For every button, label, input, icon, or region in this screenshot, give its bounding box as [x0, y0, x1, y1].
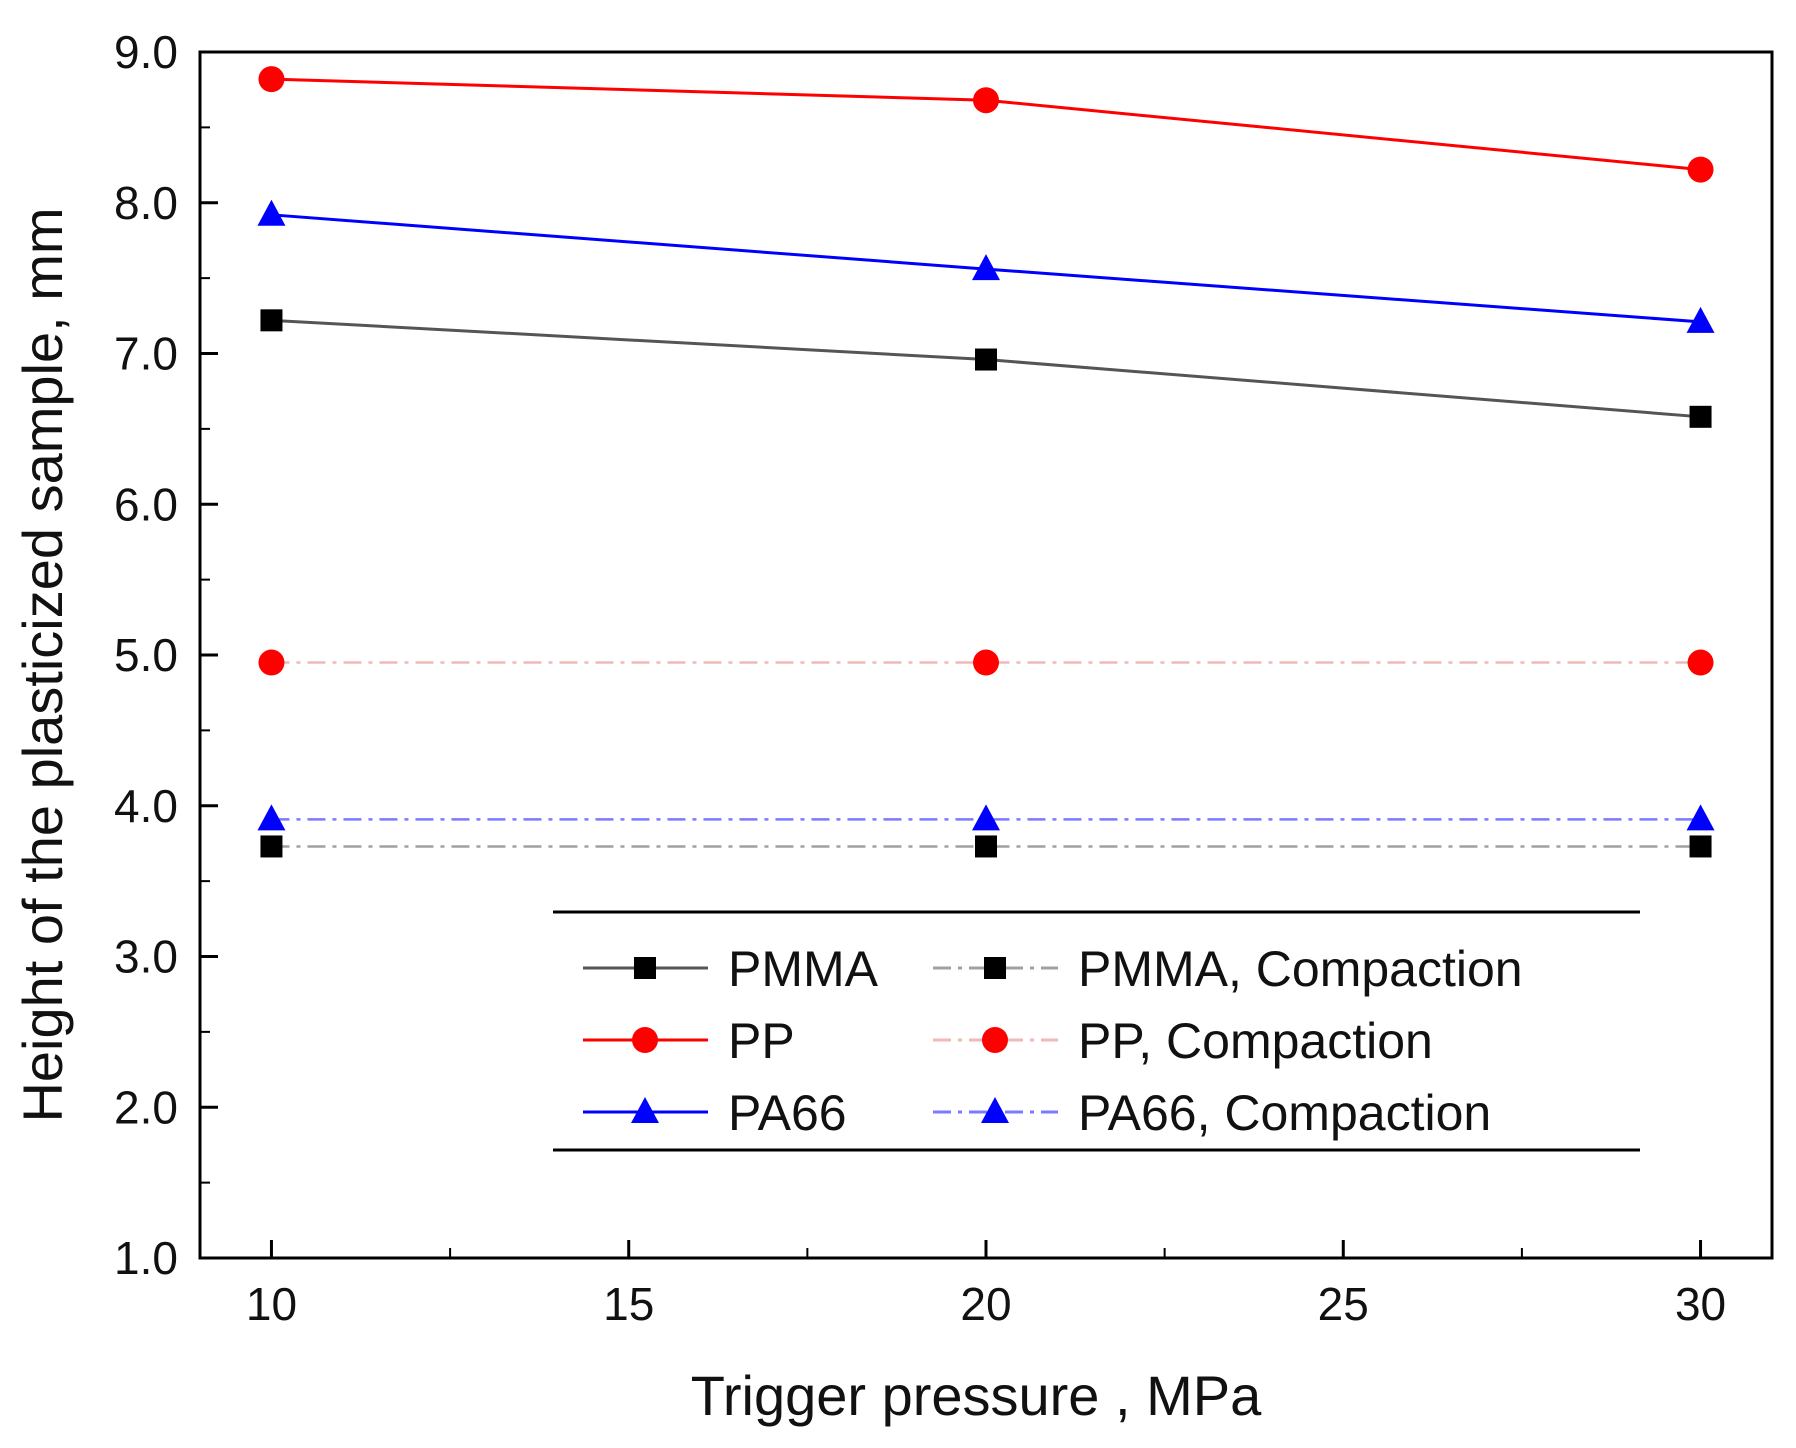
y-tick-label: 4.0: [114, 780, 178, 832]
legend-marker: [634, 957, 656, 979]
data-point: [972, 804, 1000, 831]
x-tick-label: 30: [1675, 1278, 1726, 1330]
legend-label: PA66, Compaction: [1078, 1085, 1491, 1141]
data-point: [260, 309, 283, 332]
legend-label: PP: [728, 1013, 795, 1069]
series-2: [257, 199, 1715, 333]
data-point: [1687, 156, 1714, 183]
x-tick-label: 10: [246, 1278, 297, 1330]
series-0: [260, 309, 1712, 428]
legend-label: PA66: [728, 1085, 847, 1141]
legend-item: PA66: [583, 1085, 847, 1141]
legend-item: PP, Compaction: [933, 1013, 1433, 1069]
legend-marker: [984, 957, 1006, 979]
legend-item: PMMA, Compaction: [933, 941, 1523, 997]
data-point: [975, 835, 997, 858]
x-tick-label: 20: [960, 1278, 1011, 1330]
data-point: [260, 835, 283, 858]
legend: PMMA PP PA66 PMMA, Compaction PP, Compaction…: [553, 910, 1640, 1152]
legend-label: PP, Compaction: [1078, 1013, 1433, 1069]
y-tick-label: 1.0: [114, 1232, 178, 1284]
data-point: [258, 649, 285, 676]
data-point: [975, 348, 997, 371]
y-tick-label: 8.0: [114, 177, 178, 229]
series-5: [257, 804, 1715, 831]
y-axis-ticks: 1.0 2.0 3.0 4.0 5.0 6.0 7.0 8.0 9.0: [114, 26, 218, 1284]
y-tick-label: 6.0: [114, 478, 178, 530]
legend-label: PMMA: [728, 941, 879, 997]
data-point: [1689, 835, 1712, 858]
legend-marker: [632, 1027, 658, 1053]
data-point: [1686, 804, 1715, 831]
y-tick-label: 5.0: [114, 629, 178, 681]
data-point: [973, 649, 999, 676]
y-tick-label: 7.0: [114, 328, 178, 380]
legend-marker: [982, 1027, 1008, 1053]
data-point: [972, 254, 1000, 281]
data-point: [258, 66, 285, 93]
legend-marker: [981, 1097, 1009, 1123]
y-tick-label: 3.0: [114, 931, 178, 983]
y-axis-title: Height of the plasticized sample, mm: [11, 207, 74, 1122]
x-tick-label: 15: [603, 1278, 654, 1330]
data-point: [257, 199, 286, 226]
data-point: [257, 804, 286, 831]
legend-item: PMMA: [583, 941, 879, 997]
series-1: [258, 66, 1714, 183]
y-tick-label: 9.0: [114, 26, 178, 78]
legend-label: PMMA, Compaction: [1078, 941, 1523, 997]
data-point: [1686, 306, 1715, 333]
x-axis-title: Trigger pressure , MPa: [691, 1364, 1262, 1427]
series-layer: [257, 66, 1715, 858]
data-point: [1687, 649, 1714, 676]
legend-item: PP: [583, 1013, 795, 1069]
series-4: [258, 649, 1714, 676]
x-tick-label: 25: [1318, 1278, 1369, 1330]
data-point: [1689, 405, 1712, 428]
legend-marker: [631, 1097, 659, 1123]
y-tick-label: 2.0: [114, 1081, 178, 1133]
series-3: [260, 835, 1712, 858]
x-axis-ticks: 10 15 20 25 30: [246, 1240, 1726, 1330]
legend-item: PA66, Compaction: [933, 1085, 1491, 1141]
data-point: [973, 87, 999, 114]
